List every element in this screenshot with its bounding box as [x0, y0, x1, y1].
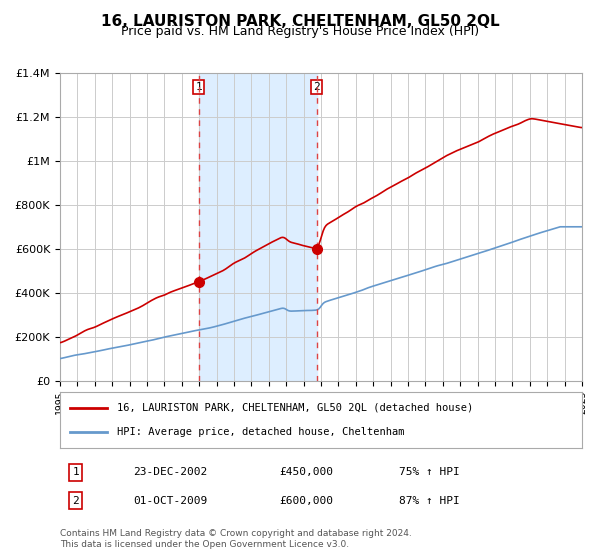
Text: Price paid vs. HM Land Registry's House Price Index (HPI): Price paid vs. HM Land Registry's House … [121, 25, 479, 38]
Text: 16, LAURISTON PARK, CHELTENHAM, GL50 2QL: 16, LAURISTON PARK, CHELTENHAM, GL50 2QL [101, 14, 499, 29]
Text: £600,000: £600,000 [279, 496, 333, 506]
Text: 75% ↑ HPI: 75% ↑ HPI [400, 468, 460, 478]
Text: 87% ↑ HPI: 87% ↑ HPI [400, 496, 460, 506]
Text: 16, LAURISTON PARK, CHELTENHAM, GL50 2QL (detached house): 16, LAURISTON PARK, CHELTENHAM, GL50 2QL… [118, 403, 473, 413]
Text: HPI: Average price, detached house, Cheltenham: HPI: Average price, detached house, Chel… [118, 427, 405, 437]
Text: 23-DEC-2002: 23-DEC-2002 [133, 468, 208, 478]
Text: 01-OCT-2009: 01-OCT-2009 [133, 496, 208, 506]
Text: 2: 2 [72, 496, 79, 506]
Text: £450,000: £450,000 [279, 468, 333, 478]
Bar [199, 73, 317, 381]
Text: 2: 2 [313, 82, 320, 92]
Text: Contains HM Land Registry data © Crown copyright and database right 2024.
This d: Contains HM Land Registry data © Crown c… [60, 529, 412, 549]
Text: 1: 1 [196, 82, 202, 92]
Text: 1: 1 [72, 468, 79, 478]
